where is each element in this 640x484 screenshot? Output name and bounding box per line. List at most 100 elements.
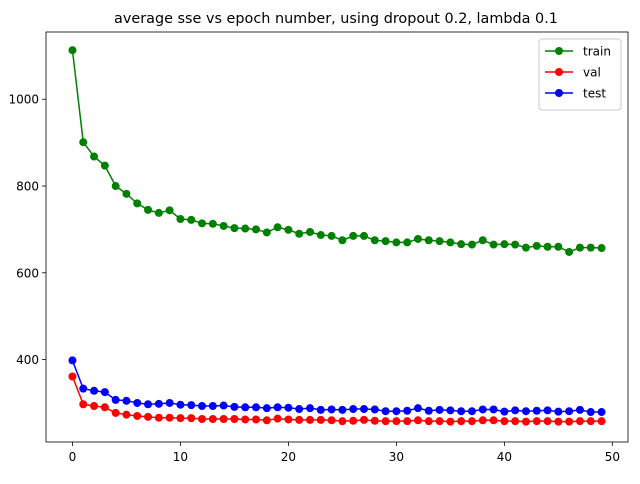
- data-point-val: [198, 415, 207, 424]
- data-point-train: [165, 206, 174, 215]
- data-point-train: [543, 242, 552, 251]
- data-point-test: [597, 408, 606, 417]
- data-point-test: [68, 356, 77, 365]
- x-tick-label: 10: [173, 450, 188, 464]
- data-point-test: [467, 407, 476, 416]
- y-tick-label: 600: [16, 266, 39, 280]
- data-point-train: [295, 229, 304, 238]
- data-point-test: [79, 384, 88, 393]
- data-point-test: [316, 405, 325, 414]
- data-point-val: [403, 417, 412, 426]
- data-point-train: [100, 161, 109, 170]
- chart-title: average sse vs epoch number, using dropo…: [114, 11, 558, 27]
- data-point-train: [273, 223, 282, 232]
- data-point-test: [165, 398, 174, 407]
- data-point-val: [219, 415, 228, 424]
- y-tick-label: 400: [16, 353, 39, 367]
- data-point-test: [435, 405, 444, 414]
- data-point-val: [100, 403, 109, 412]
- data-point-test: [198, 401, 207, 410]
- data-point-val: [478, 416, 487, 425]
- data-point-train: [284, 225, 293, 234]
- data-point-test: [327, 405, 336, 414]
- legend-label-train: train: [583, 45, 611, 59]
- data-point-test: [262, 404, 271, 413]
- data-point-val: [241, 415, 250, 424]
- data-point-test: [478, 405, 487, 414]
- data-point-test: [273, 403, 282, 412]
- data-point-test: [133, 398, 142, 407]
- data-point-test: [392, 407, 401, 416]
- plot-frame: [45, 31, 629, 443]
- data-point-train: [187, 215, 196, 224]
- data-point-train: [79, 138, 88, 147]
- data-point-train: [489, 240, 498, 249]
- data-point-train: [359, 231, 368, 240]
- data-point-val: [262, 416, 271, 425]
- data-point-test: [219, 401, 228, 410]
- data-point-test: [554, 407, 563, 416]
- data-point-test: [154, 399, 163, 408]
- data-point-test: [252, 403, 261, 412]
- y-tick-label: 1000: [8, 93, 39, 107]
- data-point-val: [306, 415, 315, 424]
- data-point-val: [295, 415, 304, 424]
- data-point-val: [176, 414, 185, 423]
- data-point-test: [446, 406, 455, 415]
- y-tick-label: 800: [16, 180, 39, 194]
- data-point-test: [413, 404, 422, 413]
- data-point-val: [252, 415, 261, 424]
- data-point-val: [359, 415, 368, 424]
- data-point-val: [435, 417, 444, 426]
- x-tick-label: 30: [389, 450, 404, 464]
- data-point-val: [230, 415, 239, 424]
- data-point-train: [144, 205, 153, 214]
- data-point-test: [230, 402, 239, 411]
- data-point-val: [381, 417, 390, 426]
- data-point-train: [154, 208, 163, 217]
- data-point-test: [187, 401, 196, 410]
- data-point-test: [457, 407, 466, 416]
- data-point-test: [532, 406, 541, 415]
- data-point-val: [392, 417, 401, 426]
- data-point-val: [575, 417, 584, 426]
- data-point-train: [392, 238, 401, 247]
- data-point-train: [133, 199, 142, 208]
- data-point-val: [554, 417, 563, 426]
- data-point-test: [489, 405, 498, 414]
- data-point-test: [111, 395, 120, 404]
- legend-marker-test: [555, 89, 563, 97]
- data-point-train: [565, 247, 574, 256]
- data-point-test: [208, 401, 217, 410]
- data-point-test: [100, 388, 109, 397]
- x-tick-label: 40: [497, 450, 512, 464]
- data-point-train: [435, 237, 444, 246]
- data-point-val: [543, 417, 552, 426]
- x-tick-label: 0: [69, 450, 77, 464]
- data-point-train: [403, 238, 412, 247]
- data-point-val: [489, 416, 498, 425]
- data-point-train: [381, 237, 390, 246]
- series-line-train: [71, 50, 602, 253]
- data-point-train: [349, 231, 358, 240]
- data-point-train: [338, 236, 347, 245]
- data-point-val: [424, 417, 433, 426]
- data-point-train: [554, 242, 563, 251]
- data-point-val: [349, 416, 358, 425]
- data-point-val: [68, 372, 77, 381]
- x-tick-label: 20: [281, 450, 296, 464]
- data-point-val: [187, 414, 196, 423]
- data-point-train: [586, 243, 595, 252]
- legend-label-test: test: [583, 87, 606, 101]
- data-point-val: [338, 417, 347, 426]
- data-point-val: [511, 417, 520, 426]
- data-point-val: [154, 413, 163, 422]
- data-point-train: [597, 244, 606, 253]
- data-point-val: [532, 417, 541, 426]
- legend-marker-val: [555, 68, 563, 76]
- data-point-train: [457, 240, 466, 249]
- data-point-train: [111, 182, 120, 191]
- data-point-val: [208, 415, 217, 424]
- data-point-train: [424, 236, 433, 245]
